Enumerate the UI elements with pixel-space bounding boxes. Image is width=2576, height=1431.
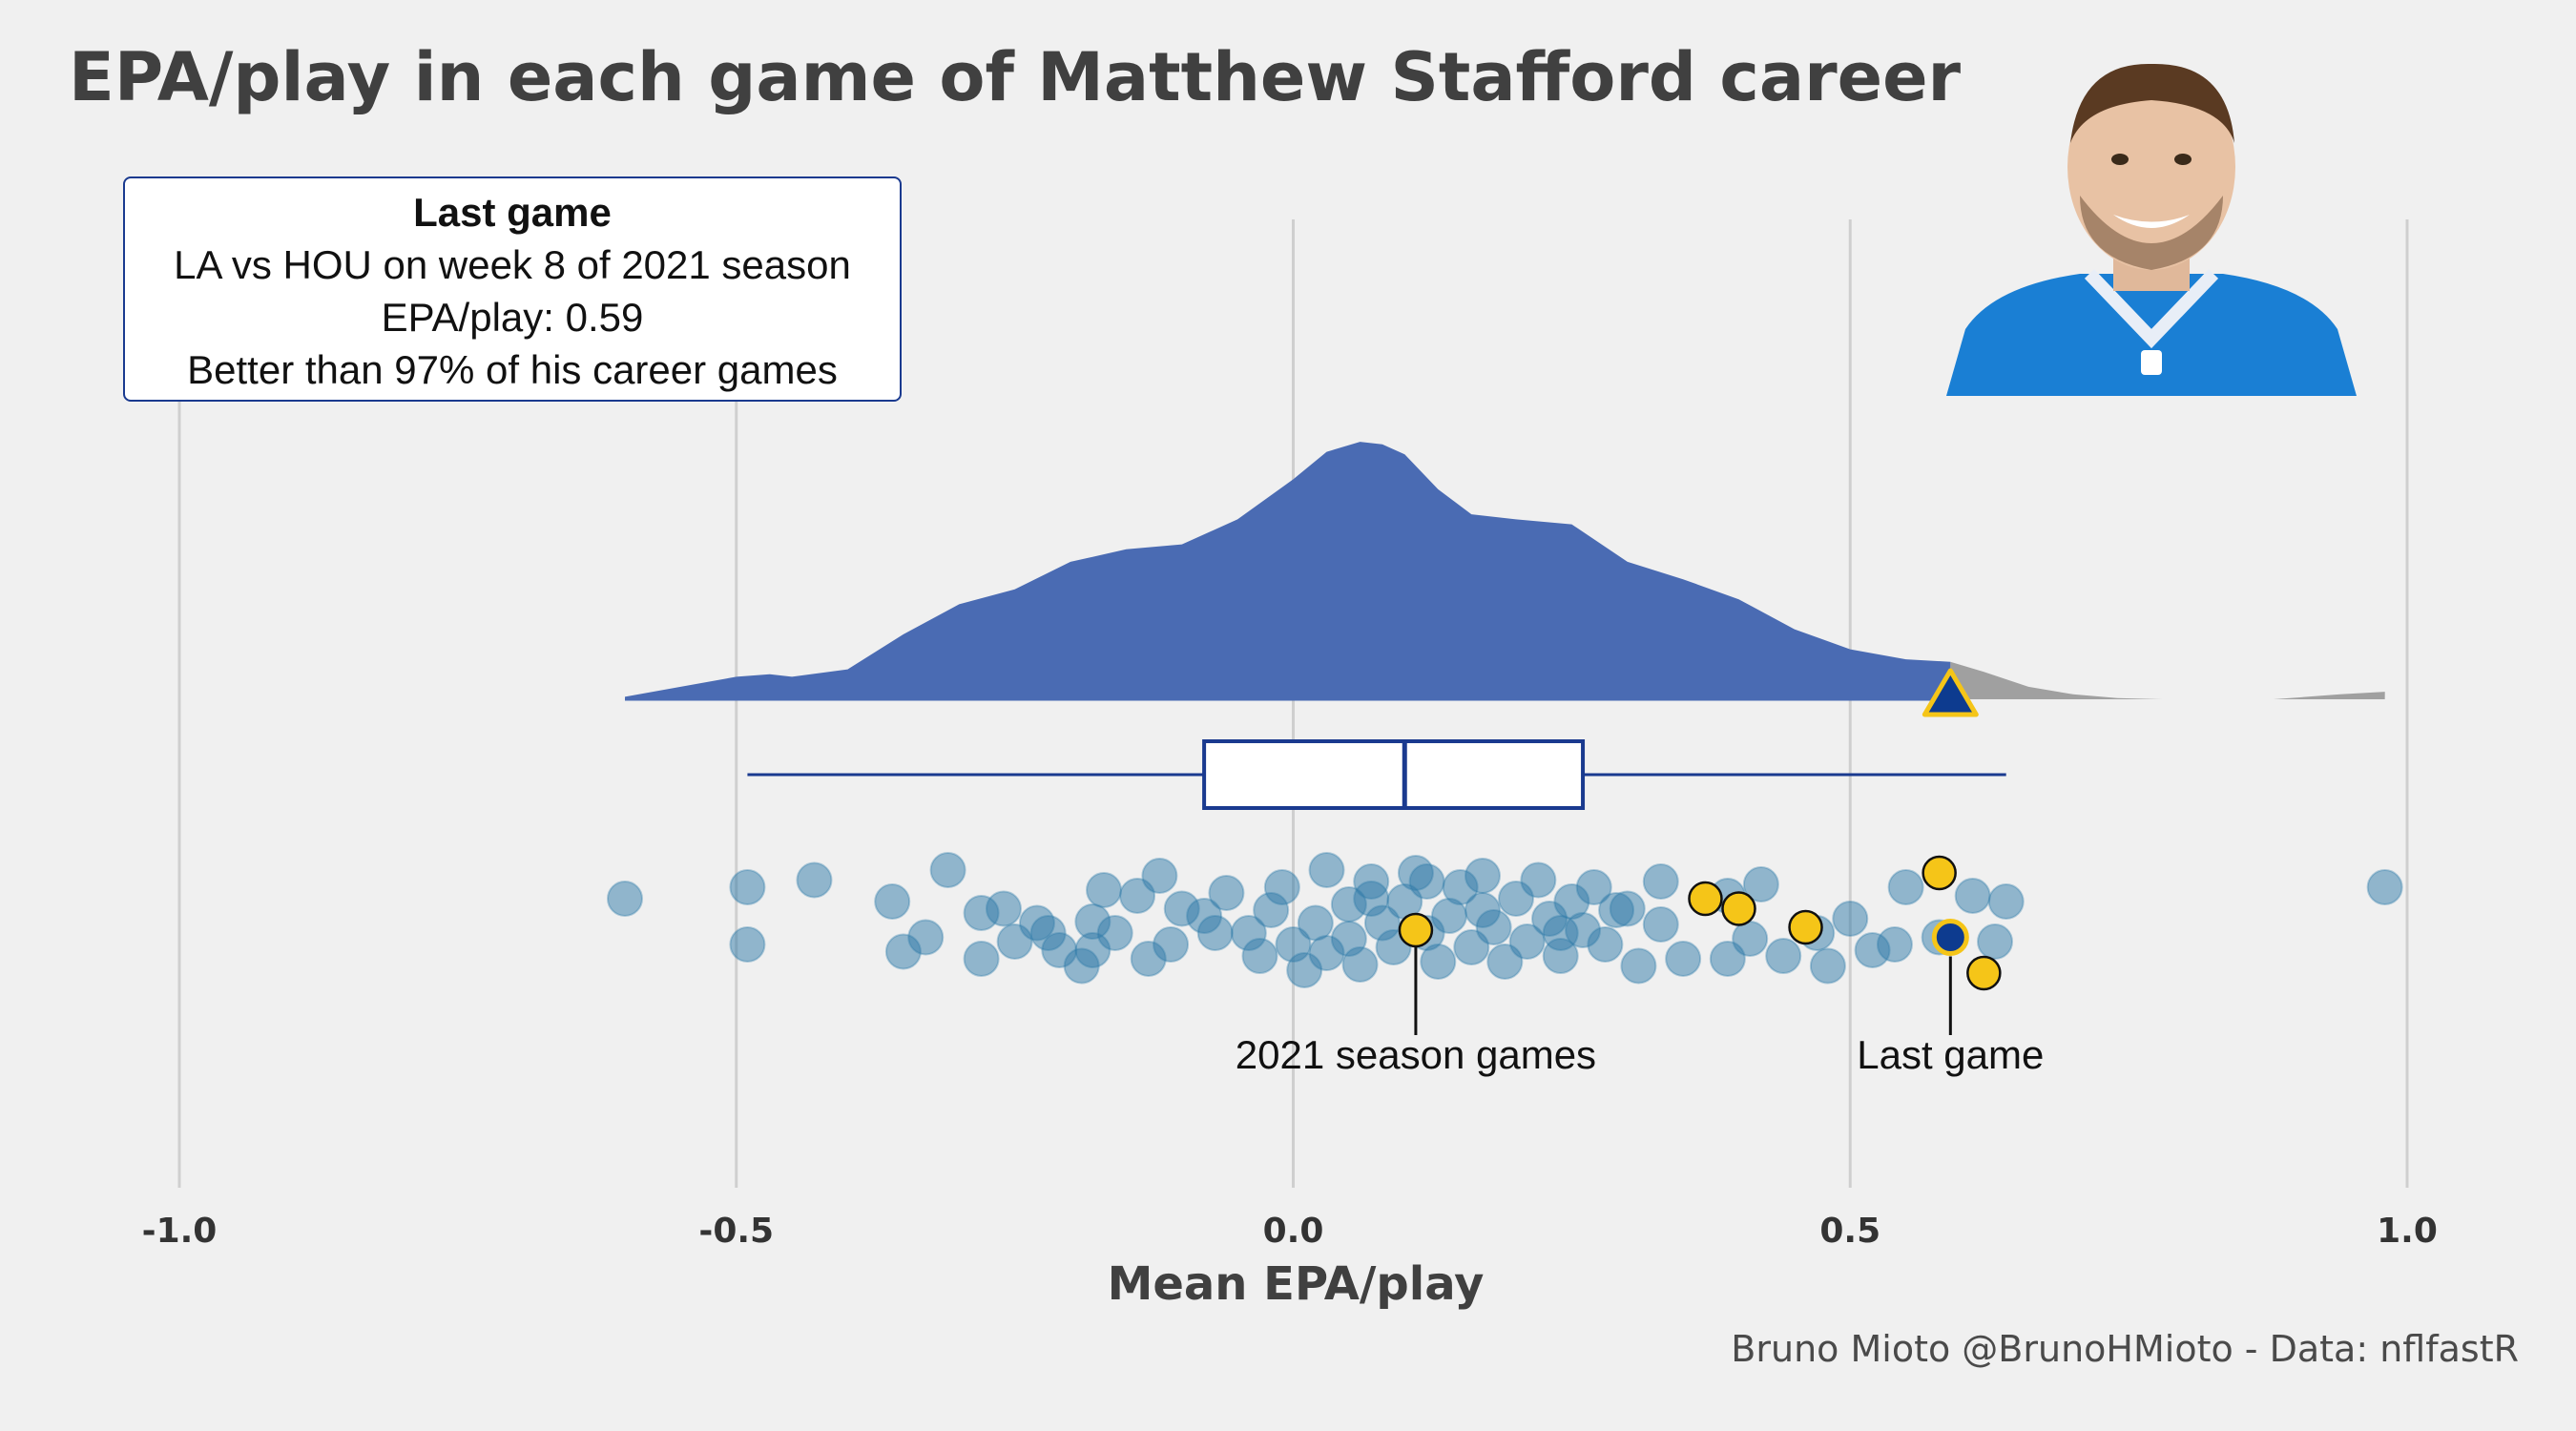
x-tick-label: 1.0 — [2377, 1212, 2438, 1251]
game-point — [1642, 863, 1679, 900]
density-main-area — [625, 442, 1951, 699]
game-point — [1765, 938, 1802, 974]
game-point — [1464, 858, 1501, 894]
game-point — [929, 852, 966, 888]
game-point — [1977, 923, 2014, 960]
game-point — [1486, 944, 1524, 980]
game-point — [1408, 863, 1445, 900]
game-point — [729, 869, 766, 905]
game-point — [1263, 869, 1300, 905]
game-point — [607, 881, 643, 917]
density-area — [625, 442, 2385, 717]
info-box-heading: Last game — [413, 190, 612, 235]
boxplot — [747, 739, 2006, 810]
game-point — [1598, 892, 1635, 928]
info-box-matchup: LA vs HOU on week 8 of 2021 season — [174, 242, 851, 287]
game-point — [1732, 921, 1769, 957]
game-point — [1074, 903, 1111, 940]
season-2021-point — [1922, 855, 1957, 891]
box-iqr — [1202, 739, 1586, 810]
game-point — [796, 861, 833, 899]
game-point — [1453, 929, 1490, 965]
game-point — [1308, 935, 1345, 971]
season-2021-point — [1966, 955, 2002, 991]
annotations: 2021 season games Last game — [1236, 946, 2044, 1077]
game-point — [1709, 941, 1746, 977]
game-point — [1742, 866, 1779, 902]
game-point — [1876, 926, 1913, 963]
game-point — [1029, 915, 1067, 951]
last-game-annotation-label: Last game — [1857, 1032, 2044, 1077]
game-point — [1587, 926, 1624, 963]
game-point — [1153, 926, 1190, 963]
game-points — [607, 852, 2403, 991]
season-2021-point — [1688, 881, 1723, 917]
x-tick-label: -1.0 — [142, 1212, 218, 1251]
game-point — [1341, 946, 1379, 983]
last-game-info-box: Last game LA vs HOU on week 8 of 2021 se… — [123, 176, 902, 402]
game-point — [1119, 878, 1156, 914]
game-point — [1086, 872, 1123, 908]
x-tick-label: 0.5 — [1819, 1212, 1880, 1251]
game-point — [1642, 906, 1679, 943]
game-point — [963, 941, 1000, 977]
info-box-epa: EPA/play: 0.59 — [381, 295, 644, 340]
game-point — [907, 919, 945, 956]
game-point — [1520, 861, 1557, 899]
chart-caption: Bruno Mioto @BrunoHMioto - Data: nflfast… — [1731, 1328, 2519, 1370]
game-point — [1141, 858, 1178, 894]
x-tick-label: -0.5 — [698, 1212, 774, 1251]
last-game-point — [1931, 919, 1969, 956]
info-box-percentile: Better than 97% of his career games — [187, 347, 838, 392]
game-point — [1464, 892, 1501, 928]
game-point — [1241, 938, 1278, 974]
game-point — [1542, 915, 1579, 951]
game-point — [1832, 901, 1869, 937]
game-point — [1208, 875, 1245, 911]
game-point — [2366, 869, 2403, 905]
season-annotation-label: 2021 season games — [1236, 1032, 1596, 1077]
game-point — [985, 890, 1022, 927]
game-point — [1887, 869, 1924, 905]
game-point — [1196, 915, 1234, 951]
game-point — [1620, 947, 1657, 985]
game-point — [1987, 883, 2025, 920]
game-point — [1353, 881, 1390, 917]
x-tick-label: 0.0 — [1263, 1212, 1324, 1251]
season-2021-point — [1788, 909, 1823, 945]
game-point — [1508, 923, 1546, 960]
game-point — [729, 926, 766, 963]
season-2021-point — [1398, 912, 1434, 948]
game-point — [874, 883, 911, 920]
x-axis-ticks: -1.0 -0.5 0.0 0.5 1.0 — [142, 1212, 2438, 1251]
chart-title: EPA/play in each game of Matthew Staffor… — [69, 38, 1962, 116]
player-photo-icon — [1946, 63, 2357, 396]
last-game-triangle-marker — [1922, 668, 1979, 717]
season-2021-point — [1721, 891, 1756, 926]
game-point — [1954, 878, 1991, 914]
game-point — [1665, 941, 1702, 977]
game-point — [1308, 852, 1345, 888]
game-point — [1420, 944, 1457, 980]
game-point — [1809, 947, 1846, 985]
game-point — [1575, 869, 1612, 905]
x-axis-label: Mean EPA/play — [1108, 1257, 1485, 1311]
density-tail-area — [1950, 661, 2385, 699]
